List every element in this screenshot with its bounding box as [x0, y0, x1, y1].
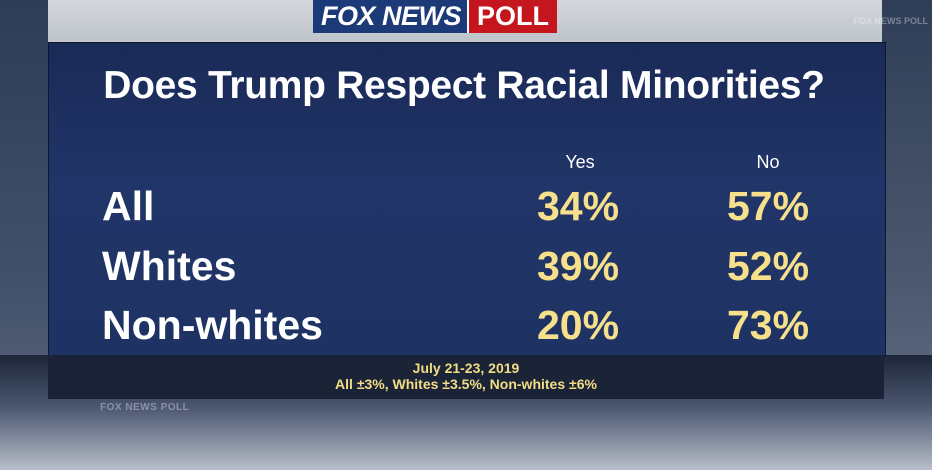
- row-label-all: All: [102, 183, 155, 229]
- cell-non-whites-yes: 20%: [536, 302, 620, 348]
- background-watermark: FOX NEWS POLL: [100, 402, 190, 413]
- logo-poll: POLL: [467, 0, 558, 33]
- column-header-yes: Yes: [565, 152, 595, 172]
- fox-news-poll-logo: FOX NEWS POLL: [313, 0, 558, 33]
- row-label-whites: Whites: [102, 243, 237, 289]
- cell-whites-no: 52%: [726, 243, 810, 289]
- logo-fox-news: FOX NEWS: [313, 0, 468, 33]
- footnote-margin-of-error: All ±3%, Whites ±3.5%, Non-whites ±6%: [335, 376, 597, 392]
- cell-all-no: 57%: [726, 183, 810, 229]
- footnote-strip: [48, 355, 884, 399]
- cell-non-whites-no: 73%: [726, 302, 810, 348]
- footnote-date: July 21-23, 2019: [412, 360, 520, 376]
- cell-all-yes: 34%: [536, 183, 620, 229]
- poll-title: Does Trump Respect Racial Minorities?: [103, 64, 825, 107]
- row-label-non-whites: Non-whites: [102, 302, 323, 348]
- poll-panel: [48, 42, 886, 356]
- background-watermark-right: FOX NEWS POLL: [853, 16, 928, 26]
- column-header-no: No: [756, 152, 780, 172]
- cell-whites-yes: 39%: [536, 243, 620, 289]
